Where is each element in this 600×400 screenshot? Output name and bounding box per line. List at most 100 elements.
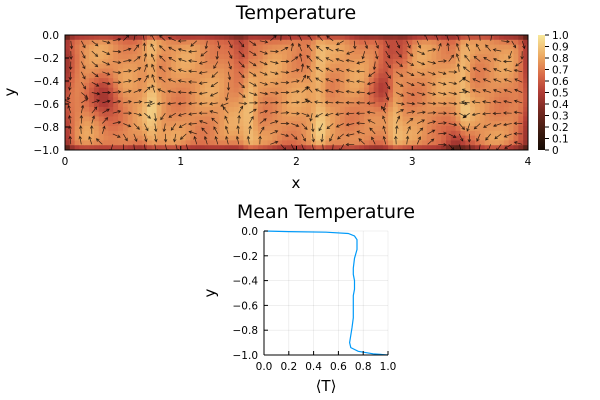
heatmap-cell (122, 58, 129, 65)
heatmap-cell (412, 63, 418, 70)
heatmap-cell (426, 73, 433, 79)
heatmap-cell (200, 54, 206, 60)
velocity-arrow (144, 112, 151, 119)
heatmap-cell (417, 82, 423, 89)
heatmap-cell (306, 73, 312, 79)
heatmap-cell (499, 130, 505, 137)
heatmap-cell (503, 44, 510, 50)
velocity-arrow (258, 135, 262, 145)
heatmap-cell (426, 111, 433, 118)
heatmap-cell (108, 102, 114, 108)
heatmap-cell (417, 111, 423, 118)
heatmap-cell (373, 82, 380, 89)
heatmap-cell (257, 145, 264, 150)
heatmap-cell (277, 54, 283, 60)
heatmap-cell (146, 126, 153, 132)
heatmap-cell (325, 54, 331, 60)
heatmap-cell (151, 92, 158, 98)
heatmap-cell (180, 140, 187, 146)
heatmap-cell (474, 116, 481, 122)
heatmap-cell (441, 35, 447, 41)
heatmap-cell (383, 39, 389, 46)
velocity-arrow (112, 120, 122, 125)
heatmap-cell (84, 135, 90, 142)
velocity-arrow (466, 35, 471, 41)
heatmap-cell (195, 82, 201, 89)
heatmap-cell (282, 35, 288, 41)
heatmap-cell (383, 140, 389, 146)
heatmap-cell (330, 44, 336, 50)
heatmap-cell (489, 39, 495, 46)
heatmap-cell (364, 73, 370, 79)
heatmap-cell (421, 39, 428, 46)
velocity-arrow (280, 110, 290, 115)
heatmap-cell (446, 68, 452, 74)
heatmap-cell (156, 39, 163, 46)
heatmap-cell (156, 68, 163, 74)
heatmap-cell (479, 92, 486, 98)
heatmap-cell (142, 92, 148, 98)
velocity-arrow (91, 81, 100, 87)
velocity-arrow (270, 49, 279, 54)
heatmap-cell (238, 87, 245, 94)
heatmap-cell (79, 130, 85, 137)
heatmap-cell (383, 106, 389, 113)
heatmap-cell (122, 126, 129, 132)
heatmap-cell (344, 87, 351, 94)
heatmap-cell (441, 63, 447, 70)
heatmap-cell (200, 58, 206, 65)
heatmap-cell (330, 35, 336, 41)
velocity-arrow (301, 123, 308, 131)
velocity-arrow (417, 61, 426, 66)
heatmap-cell (315, 111, 322, 118)
heatmap-cell (185, 58, 191, 65)
velocity-arrow (163, 133, 168, 143)
velocity-arrow (259, 91, 269, 96)
heatmap-cell (79, 68, 85, 74)
heatmap-cell (359, 63, 365, 70)
heatmap-cell (392, 39, 399, 46)
heatmap-cell (84, 111, 90, 118)
heatmap-cell (484, 87, 491, 94)
heatmap-cell (383, 82, 389, 89)
heatmap-cell (282, 126, 288, 132)
velocity-arrow (324, 112, 334, 117)
heatmap-cell (489, 73, 495, 79)
heatmap-cell (286, 97, 293, 103)
heatmap-cell (523, 97, 528, 103)
heatmap-cell (368, 145, 375, 150)
heatmap-cell (79, 121, 85, 127)
heatmap-cell (426, 82, 433, 89)
heatmap-cell (402, 111, 409, 118)
heatmap-cell (417, 121, 423, 127)
velocity-arrow (198, 101, 208, 106)
velocity-arrow (133, 78, 142, 83)
heatmap-cell (175, 116, 182, 122)
heatmap-cell (79, 111, 85, 118)
heatmap-cell (161, 82, 167, 89)
heatmap-cell (89, 73, 95, 79)
heatmap-cell (122, 140, 129, 146)
heatmap-cell (224, 92, 230, 98)
velocity-arrow (112, 133, 121, 138)
heatmap-cell (306, 130, 312, 137)
heatmap-cell (474, 92, 481, 98)
heatmap-cell (421, 49, 428, 55)
heatmap-y-tick-label: −1.0 (34, 145, 60, 157)
heatmap-cell (122, 54, 129, 60)
heatmap-cell (113, 82, 119, 89)
heatmap-cell (470, 121, 476, 127)
heatmap-cell (392, 106, 399, 113)
heatmap-cell (248, 78, 254, 84)
heatmap-cell (320, 82, 327, 89)
heatmap-cell (108, 116, 114, 122)
heatmap-cell (407, 130, 413, 137)
heatmap-cell (156, 126, 163, 132)
heatmap-cell (474, 39, 481, 46)
velocity-arrow (366, 101, 376, 105)
heatmap-cell (243, 73, 249, 79)
heatmap-cell (204, 135, 211, 142)
velocity-arrow (227, 61, 232, 70)
heatmap-cell (335, 97, 341, 103)
heatmap-cell (489, 140, 495, 146)
